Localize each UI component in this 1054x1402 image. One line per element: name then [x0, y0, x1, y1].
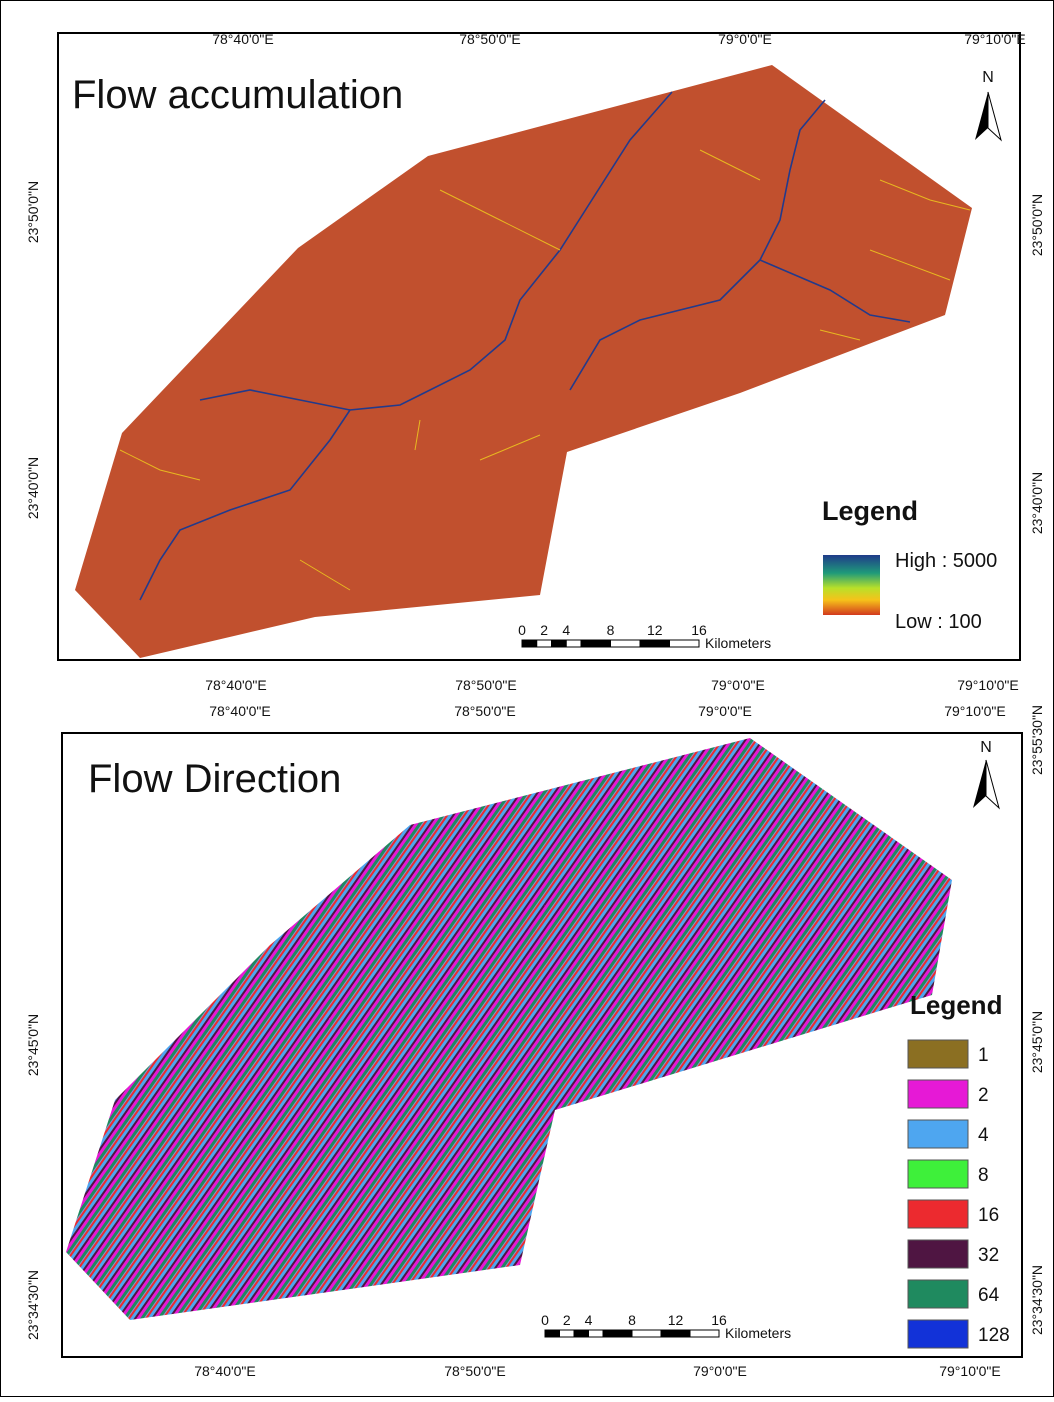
legend-swatch: [908, 1320, 968, 1348]
latitude-label: 23°55'30"N: [1029, 705, 1045, 775]
legend-label: 2: [978, 1085, 989, 1106]
legend-label: 1: [978, 1045, 989, 1066]
scale-label: 8: [607, 622, 615, 638]
longitude-label: 78°50'0"E: [459, 31, 521, 47]
longitude-label: 78°50'0"E: [455, 677, 517, 693]
legend-low: Low : 100: [895, 611, 982, 633]
longitude-label: 78°40'0"E: [212, 31, 274, 47]
figure: Flow accumulation N 78°40'0"E 78°50'0"E 79°0…: [0, 0, 1054, 1397]
scale-segment: [603, 1330, 632, 1337]
latitude-label: 23°34'30"N: [25, 1270, 41, 1340]
legend-swatch: [908, 1280, 968, 1308]
scale-segment: [537, 640, 552, 647]
scale-segment: [690, 1330, 719, 1337]
latitude-label: 23°45'0"N: [25, 1014, 41, 1076]
scale-unit: Kilometers: [725, 1325, 791, 1341]
scale-label: 12: [668, 1312, 684, 1328]
longitude-label: 78°40'0"E: [209, 703, 271, 719]
scale-segment: [640, 640, 670, 647]
scale-segment: [632, 1330, 661, 1337]
legend-label: 8: [978, 1165, 989, 1186]
scale-unit: Kilometers: [705, 635, 771, 651]
longitude-label: 78°50'0"E: [454, 703, 516, 719]
legend-title: Legend: [822, 496, 918, 526]
longitude-label: 79°0'0"E: [693, 1363, 747, 1379]
map-title: Flow accumulation: [72, 73, 403, 117]
legend-swatch: [908, 1120, 968, 1148]
north-arrows: [973, 92, 1001, 808]
legend-title: Legend: [910, 990, 1002, 1020]
legend-label: 32: [978, 1245, 999, 1266]
longitude-label: 78°40'0"E: [205, 677, 267, 693]
longitude-label: 79°10'0"E: [957, 677, 1019, 693]
legend-swatch: [908, 1200, 968, 1228]
longitude-label: 78°40'0"E: [194, 1363, 256, 1379]
longitude-label: 79°10'0"E: [964, 31, 1026, 47]
longitude-label: 79°0'0"E: [718, 31, 772, 47]
scale-label: 0: [541, 1312, 549, 1328]
longitude-label: 79°0'0"E: [698, 703, 752, 719]
longitude-label: 79°0'0"E: [711, 677, 765, 693]
scale-segment: [574, 1330, 589, 1337]
latitude-label: 23°34'30"N: [1029, 1265, 1045, 1335]
map-title: Flow Direction: [88, 757, 341, 801]
scale-segment: [566, 640, 581, 647]
scale-segment: [589, 1330, 604, 1337]
scale-segment: [560, 1330, 575, 1337]
legend-label: 64: [978, 1285, 1000, 1306]
scale-segment: [661, 1330, 690, 1337]
scale-label: 2: [563, 1312, 571, 1328]
legend-swatch: [908, 1040, 968, 1068]
scale-label: 4: [562, 622, 570, 638]
longitude-label: 79°10'0"E: [944, 703, 1006, 719]
legend-swatch: [908, 1240, 968, 1268]
scale-segment: [545, 1330, 560, 1337]
legend-ramp: [823, 555, 880, 615]
scale-label: 4: [585, 1312, 593, 1328]
latitude-label: 23°40'0"N: [1029, 472, 1045, 534]
longitude-label: 79°10'0"E: [939, 1363, 1001, 1379]
scale-segment: [581, 640, 611, 647]
watershed: [66, 738, 952, 1320]
scale-label: 2: [540, 622, 548, 638]
scale-label: 8: [628, 1312, 636, 1328]
scale-label: 12: [647, 622, 663, 638]
legend-label: 4: [978, 1125, 989, 1146]
scale-segment: [670, 640, 700, 647]
legend-label: 128: [978, 1325, 1010, 1346]
legend-swatch: [908, 1080, 968, 1108]
latitude-label: 23°50'0"N: [25, 181, 41, 243]
scale-segment: [552, 640, 567, 647]
north-label: N: [980, 739, 992, 756]
latitude-label: 23°40'0"N: [25, 457, 41, 519]
scale-label: 0: [518, 622, 526, 638]
legend-high: High : 5000: [895, 550, 997, 572]
scale-segment: [522, 640, 537, 647]
legend-swatch: [908, 1160, 968, 1188]
latitude-label: 23°50'0"N: [1029, 194, 1045, 256]
north-label: N: [982, 69, 994, 86]
legend-label: 16: [978, 1205, 999, 1226]
latitude-label: 23°45'0"N: [1029, 1011, 1045, 1073]
scale-segment: [611, 640, 641, 647]
longitude-label: 78°50'0"E: [444, 1363, 506, 1379]
